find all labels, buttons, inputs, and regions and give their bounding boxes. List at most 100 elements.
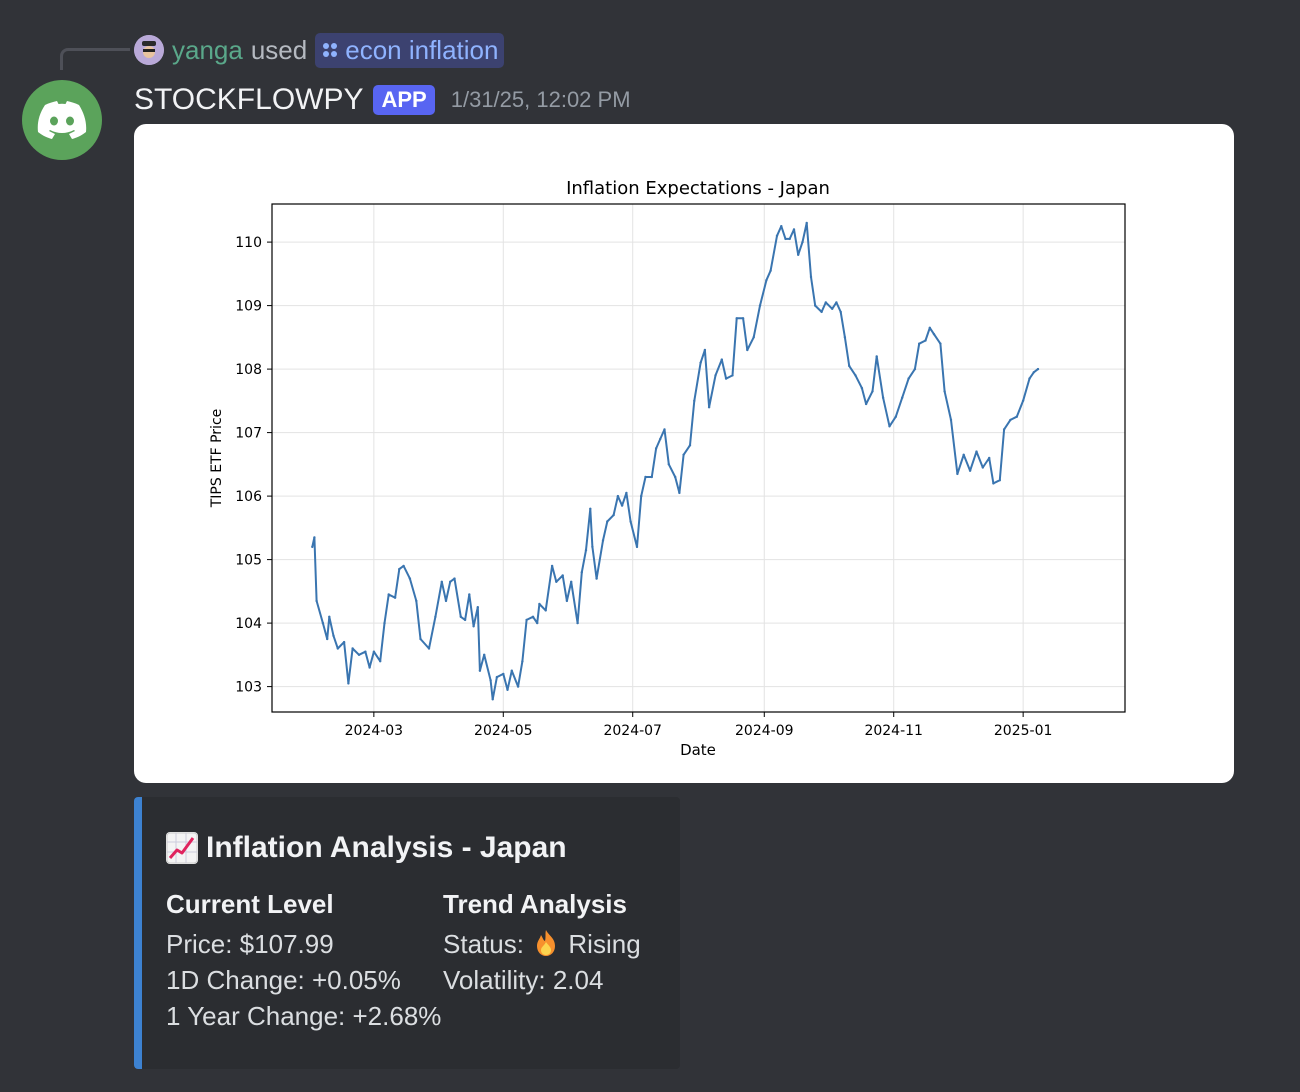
data-point	[741, 317, 745, 320]
volatility-value: Volatility: 2.04	[443, 965, 604, 995]
data-point	[601, 539, 605, 542]
data-point	[943, 390, 946, 393]
data-point	[326, 637, 329, 641]
data-point	[831, 307, 834, 310]
one-day-change: 1D Change: +0.05%	[166, 965, 401, 995]
data-point	[576, 621, 579, 625]
data-point	[956, 472, 959, 476]
reply-username[interactable]: yanga	[172, 34, 243, 65]
data-point	[913, 367, 917, 371]
data-point	[703, 348, 707, 352]
data-point	[949, 418, 953, 422]
data-point	[765, 279, 768, 282]
data-point	[769, 269, 772, 272]
data-point	[1015, 415, 1018, 418]
data-point	[820, 310, 823, 314]
chart-image-attachment[interactable]: 2024-03 2024-05 2024-07 2024-09 2024-11 2025-…	[134, 124, 1234, 783]
data-point	[918, 342, 921, 345]
data-point	[1021, 399, 1025, 402]
data-point	[415, 599, 418, 603]
data-point	[483, 653, 486, 656]
app-badge: APP	[373, 85, 435, 115]
data-point	[988, 456, 991, 460]
data-point	[928, 326, 931, 329]
data-point	[1009, 418, 1012, 422]
y-tick-label: 107	[235, 426, 262, 442]
data-point	[731, 374, 734, 377]
data-point	[453, 577, 456, 580]
data-point	[357, 653, 361, 656]
data-point	[663, 428, 666, 431]
reply-connector-line	[60, 48, 130, 70]
data-point	[780, 225, 783, 228]
data-point	[968, 469, 972, 472]
command-icon	[323, 43, 338, 57]
data-point	[864, 402, 868, 406]
data-point	[351, 647, 354, 650]
data-point	[555, 580, 558, 583]
trend-analysis-field: Trend Analysis Status: Rising Volatility…	[443, 889, 641, 998]
data-point	[393, 596, 397, 599]
data-point	[489, 679, 492, 682]
user-avatar-icon[interactable]	[134, 35, 164, 65]
data-point	[975, 450, 978, 453]
data-point	[635, 545, 639, 549]
y-tick-label: 108	[235, 362, 262, 378]
data-point	[735, 317, 738, 320]
data-point	[801, 240, 804, 244]
data-point	[659, 437, 662, 441]
data-point	[824, 301, 827, 304]
data-point	[536, 621, 539, 625]
data-point	[328, 615, 331, 618]
series-line	[311, 222, 1039, 701]
data-point	[714, 374, 717, 377]
data-point	[516, 685, 520, 688]
message-timestamp[interactable]: 1/31/25, 12:02 PM	[450, 87, 631, 112]
data-point	[998, 479, 1001, 482]
y-tick-label: 110	[235, 235, 262, 251]
data-point	[775, 234, 779, 237]
data-point	[521, 660, 524, 663]
data-point	[629, 520, 632, 523]
data-point	[788, 237, 791, 241]
one-year-change: 1 Year Change: +2.68%	[166, 1001, 442, 1031]
data-point	[444, 599, 448, 603]
data-point	[472, 625, 475, 628]
y-tick-label: 106	[235, 489, 262, 505]
reply-used-text: used	[250, 34, 308, 65]
x-tick-label: 2025-01	[994, 723, 1052, 739]
data-point	[797, 253, 800, 256]
data-point	[347, 682, 350, 685]
data-point	[678, 491, 681, 495]
data-point	[419, 637, 422, 641]
data-point	[506, 688, 509, 691]
slash-command-pill[interactable]: econ inflation	[315, 32, 505, 68]
embed-title: Inflation Analysis - Japan	[206, 831, 567, 864]
data-point	[311, 545, 314, 549]
data-point	[495, 675, 499, 679]
y-tick-label: 103	[235, 680, 262, 696]
data-point	[332, 634, 335, 637]
data-point	[584, 548, 588, 552]
data-point	[625, 491, 628, 495]
bot-avatar[interactable]	[22, 80, 102, 160]
status-line: Status: Rising	[443, 926, 641, 962]
x-tick-label: 2024-11	[864, 723, 923, 739]
chart-increasing-emoji-icon	[166, 832, 198, 864]
data-point	[707, 406, 711, 409]
data-point	[368, 666, 371, 669]
data-point	[561, 574, 564, 577]
data-point	[848, 364, 851, 368]
data-point	[595, 577, 598, 580]
data-point	[650, 475, 653, 479]
data-point	[398, 567, 401, 571]
data-point	[809, 275, 813, 279]
data-point	[888, 425, 891, 428]
data-point	[901, 396, 904, 399]
data-point	[693, 399, 696, 402]
data-point	[907, 377, 910, 380]
current-level-heading: Current Level	[166, 889, 334, 919]
data-point	[427, 647, 431, 650]
data-point	[315, 599, 318, 603]
author-name[interactable]: STOCKFLOWPY	[134, 83, 364, 116]
